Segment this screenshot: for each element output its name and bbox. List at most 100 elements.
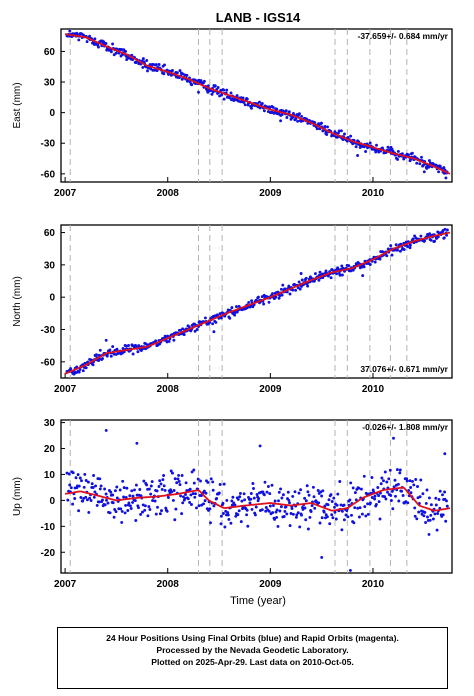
data-point: [320, 555, 324, 559]
data-point: [340, 528, 344, 532]
plot-frame: [60, 224, 453, 379]
data-point: [222, 88, 226, 92]
data-point: [111, 42, 115, 46]
data-point: [91, 363, 95, 367]
data-point: [271, 292, 274, 296]
data-point: [101, 357, 104, 361]
y-axis-label: Up (mm): [12, 477, 23, 516]
y-tick-label: 0: [49, 496, 55, 507]
data-point: [177, 473, 181, 477]
data-points: [65, 227, 449, 376]
data-point: [256, 499, 260, 503]
data-point: [184, 481, 188, 485]
y-tick-label: -30: [41, 325, 56, 336]
data-point: [288, 524, 292, 528]
data-point: [299, 488, 303, 492]
data-point: [104, 41, 108, 45]
data-point: [260, 508, 264, 512]
data-point: [396, 248, 399, 252]
data-point: [223, 525, 227, 529]
data-point: [393, 478, 397, 482]
data-point: [313, 279, 316, 283]
data-point: [386, 145, 390, 149]
data-point: [98, 348, 102, 352]
data-point: [251, 482, 255, 485]
data-point: [424, 501, 428, 505]
data-point: [364, 514, 368, 518]
data-point: [219, 88, 223, 92]
data-point: [268, 504, 272, 508]
data-point: [373, 497, 377, 501]
data-point: [115, 496, 119, 500]
data-point: [235, 305, 238, 309]
data-point: [84, 366, 88, 370]
data-point: [218, 483, 222, 486]
data-point: [437, 498, 441, 501]
x-tick-label: 2010: [362, 384, 385, 395]
data-point: [438, 164, 442, 168]
data-point: [165, 509, 169, 513]
data-point: [282, 515, 286, 518]
data-point: [129, 507, 133, 510]
data-point: [161, 478, 165, 482]
data-point: [84, 479, 88, 482]
data-point: [277, 490, 281, 494]
data-point: [373, 260, 377, 264]
data-point: [413, 234, 417, 238]
data-point: [376, 486, 380, 489]
x-tick-label: 2008: [157, 188, 180, 199]
data-point: [137, 506, 140, 510]
data-point: [408, 243, 412, 247]
data-point: [120, 48, 124, 51]
x-tick-label: 2007: [54, 188, 77, 199]
data-point: [183, 497, 187, 500]
data-point: [198, 320, 202, 324]
data-point: [115, 485, 119, 489]
data-point: [395, 468, 399, 472]
data-point: [323, 504, 327, 508]
data-point: [362, 265, 366, 269]
data-point: [104, 338, 108, 342]
data-point: [111, 345, 115, 349]
data-point: [109, 354, 113, 358]
y-tick-label: 0: [49, 108, 55, 119]
data-point: [197, 504, 201, 508]
data-point: [423, 239, 427, 243]
data-point: [298, 287, 302, 291]
data-point: [429, 238, 433, 242]
data-point: [351, 268, 355, 272]
data-point: [315, 127, 319, 131]
data-point: [250, 507, 254, 511]
data-point: [120, 520, 124, 524]
data-point: [300, 278, 304, 282]
data-point: [263, 480, 267, 484]
data-point: [426, 515, 429, 519]
data-point: [191, 492, 195, 496]
data-point: [362, 474, 366, 478]
data-point: [370, 496, 374, 499]
data-point: [79, 496, 83, 499]
data-point: [349, 269, 353, 273]
data-point: [383, 495, 387, 499]
data-point: [146, 514, 150, 518]
y-tick-label: 60: [44, 47, 56, 58]
data-point: [310, 504, 314, 508]
data-point: [332, 496, 336, 500]
y-tick-label: -10: [41, 522, 56, 533]
data-point: [114, 51, 118, 55]
data-point: [356, 506, 360, 510]
data-point: [149, 484, 153, 488]
data-point: [242, 492, 246, 496]
data-point: [268, 492, 272, 496]
data-point: [400, 152, 404, 156]
data-point: [377, 500, 381, 504]
data-point: [383, 470, 387, 474]
data-point: [331, 516, 335, 520]
data-point: [279, 287, 283, 291]
x-axis-label: Time (year): [230, 595, 286, 607]
data-point: [211, 480, 215, 484]
data-point: [80, 479, 83, 483]
data-point: [352, 521, 356, 525]
data-point: [363, 505, 367, 509]
data-point: [124, 49, 128, 53]
